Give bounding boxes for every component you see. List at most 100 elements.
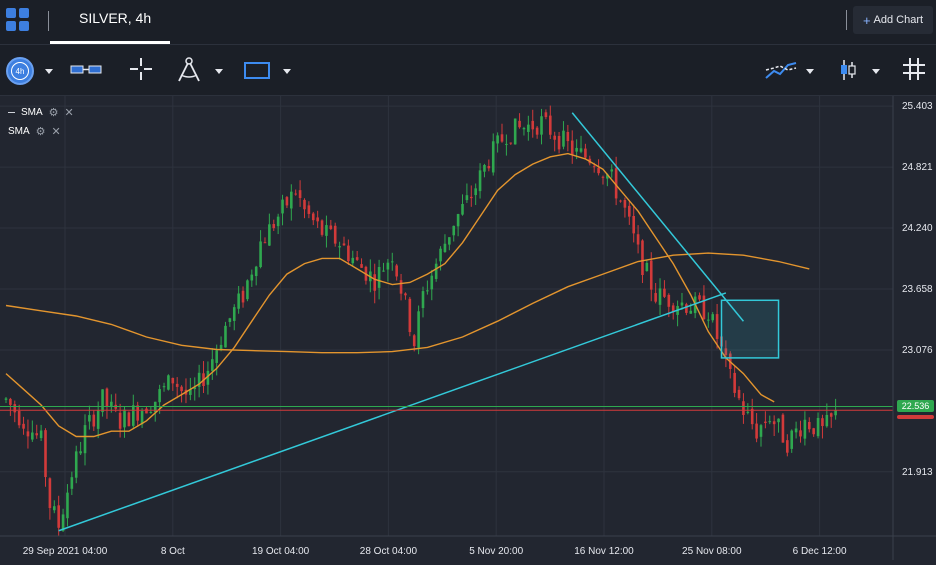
candle-body [562, 130, 565, 147]
candle-body [263, 242, 267, 244]
candle-body [79, 451, 82, 454]
candle-body [518, 120, 521, 128]
settings-gear-icon[interactable]: ⚙ [35, 126, 46, 138]
candle-body [347, 245, 350, 262]
x-axis-tick-label: 28 Oct 04:00 [360, 546, 418, 557]
legend-label: SMA [21, 107, 43, 118]
legend-item-sma-1: SMA ⚙ ✕ [8, 106, 74, 119]
candle-body [219, 344, 223, 350]
x-axis-tick-label: 29 Sep 2021 04:00 [23, 546, 108, 557]
candle-body [816, 418, 820, 437]
candle-body [777, 418, 780, 423]
candle-body [768, 421, 772, 423]
candle-body [254, 266, 258, 277]
candle-body [439, 248, 442, 262]
candle-body [127, 412, 131, 427]
chart-type-dropdown-caret[interactable] [872, 69, 880, 74]
candle-body [505, 143, 508, 145]
candle-body [35, 433, 39, 436]
candle-body [619, 200, 622, 202]
candlestick-chart-type-icon[interactable] [838, 59, 858, 81]
candle-body [224, 325, 227, 348]
candle-body [316, 217, 319, 222]
candle-body [17, 411, 21, 426]
x-axis-tick-label: 8 Oct [161, 546, 185, 557]
candle-body [496, 135, 499, 144]
candle-body [469, 196, 473, 199]
close-icon[interactable]: ✕ [64, 107, 74, 119]
rectangle-drawing[interactable] [720, 299, 780, 359]
drawing-tools-dropdown-caret[interactable] [215, 69, 223, 74]
candle-body [601, 176, 605, 178]
close-icon[interactable]: ✕ [51, 126, 61, 138]
candle-body [206, 370, 210, 385]
interval-dropdown-caret[interactable] [45, 69, 53, 74]
interval-selector[interactable]: 4h [6, 57, 34, 85]
candle-body [443, 243, 447, 253]
x-axis-tick-label: 16 Nov 12:00 [574, 546, 634, 557]
measure-ruler-icon[interactable] [70, 61, 102, 81]
candle-body [395, 265, 398, 277]
chart-panel[interactable]: 25.403 24.821 24.240 23.658 23.076 21.913 29 S… [0, 96, 936, 560]
candle-body [575, 147, 578, 152]
crosshair-icon[interactable] [129, 57, 153, 81]
sma-slow-line [5, 252, 810, 354]
candle-body [689, 310, 693, 314]
candle-body [434, 263, 438, 279]
candle-body [105, 388, 109, 407]
candle-body [123, 409, 126, 428]
candle-body [452, 225, 456, 236]
layout-grid-icon[interactable] [6, 8, 30, 32]
candle-body [483, 165, 486, 172]
candle-body [193, 387, 197, 390]
candle-body [535, 127, 539, 135]
candle-body [31, 432, 34, 440]
candle-body [189, 389, 192, 395]
candle-body [101, 389, 104, 413]
candle-body [812, 428, 815, 435]
candle-body [527, 124, 530, 132]
grid-toggle-icon[interactable] [902, 57, 926, 81]
add-chart-button[interactable]: + Add Chart [853, 6, 933, 34]
candle-body [658, 288, 662, 305]
candle-body [386, 262, 390, 270]
shape-tools-dropdown-caret[interactable] [283, 69, 291, 74]
candle-body [145, 408, 148, 414]
candle-body [724, 348, 728, 355]
current-price-badge: 22.536 [897, 399, 934, 412]
rectangle-tool-icon[interactable] [243, 61, 271, 81]
candle-body [474, 188, 477, 196]
candle-body [645, 262, 649, 272]
candle-body [61, 514, 65, 531]
candle-body [781, 414, 785, 443]
candle-body [671, 305, 675, 312]
trendline[interactable] [58, 292, 727, 532]
candle-body [110, 401, 113, 407]
indicators-icon[interactable] [764, 59, 798, 81]
indicators-dropdown-caret[interactable] [806, 69, 814, 74]
price-chart[interactable]: 25.403 24.821 24.240 23.658 23.076 21.913 29 S… [0, 96, 936, 560]
candle-body [513, 118, 517, 145]
trendline[interactable] [571, 112, 745, 322]
candle-body [4, 398, 8, 400]
candle-body [733, 372, 736, 393]
candle-body [794, 428, 798, 433]
settings-gear-icon[interactable]: ⚙ [48, 107, 59, 119]
candle-body [167, 375, 170, 390]
candle-body [162, 386, 166, 388]
candle-body [755, 423, 758, 439]
candle-body [825, 414, 829, 427]
candle-body [197, 372, 201, 387]
candle-body [9, 398, 12, 405]
candle-body [88, 415, 91, 422]
candle-body [307, 205, 311, 214]
candle-body [325, 225, 328, 236]
y-axis-tick-label: 24.240 [902, 223, 933, 234]
candle-body [149, 411, 153, 413]
x-axis-tick-label: 25 Nov 08:00 [682, 546, 742, 557]
chart-tab-title[interactable]: SILVER, 4h [79, 10, 152, 26]
compass-drawing-tool-icon[interactable] [175, 57, 203, 83]
candle-body [399, 280, 403, 294]
candle-body [821, 418, 824, 427]
candle-body [786, 440, 789, 453]
